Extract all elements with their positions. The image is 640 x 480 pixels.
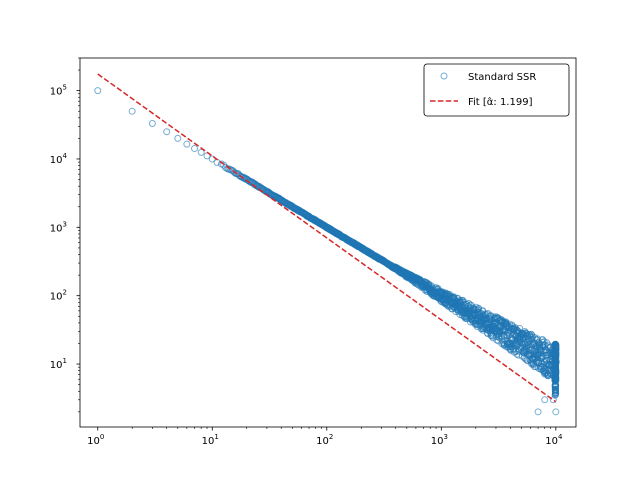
scatter-point [191,145,199,153]
legend-label-standard-ssr: Standard SSR [468,72,536,83]
legend-box [423,63,570,117]
legend: Standard SSR Fit [α̂: 1.199] [423,63,570,117]
y-axis: 101 102 103 104 105 [50,57,80,413]
legend-marker-standard-ssr [440,72,448,80]
scatter-point [174,134,182,142]
scatter-point [551,389,559,397]
y-tick-label: 102 [50,289,67,303]
x-tick-label: 103 [431,433,448,447]
scatter-point [551,373,559,381]
plot-area [94,73,560,416]
scatter-point [128,107,136,115]
y-tick-label: 105 [50,84,67,98]
x-tick-label: 101 [202,433,219,447]
scatter-point [551,345,559,353]
x-axis: 100 101 102 103 104 [87,427,563,447]
scatter-series-standard-ssr [94,87,560,416]
x-tick-label: 100 [87,433,104,447]
scatter-point [552,408,560,416]
legend-label-fit: Fit [α̂: 1.199] [468,96,533,108]
scatter-point [197,148,205,156]
scatter-point [551,386,559,394]
scatter-point [230,168,238,176]
scatter-point [148,120,156,128]
scatter-point [534,335,542,343]
scatter-point [541,396,549,404]
y-tick-label: 103 [50,220,67,234]
scatter-point [94,87,102,95]
scatter-point [534,408,542,416]
scatter-point [183,140,191,148]
fit-line [97,73,557,403]
x-tick-label: 104 [545,433,563,447]
scatter-point [551,342,559,350]
y-tick-label: 101 [50,357,67,371]
x-tick-label: 102 [316,433,333,447]
scatter-point [551,352,559,360]
scatter-point [163,128,171,136]
y-tick-label: 104 [50,152,68,166]
scatter-point [552,359,559,367]
